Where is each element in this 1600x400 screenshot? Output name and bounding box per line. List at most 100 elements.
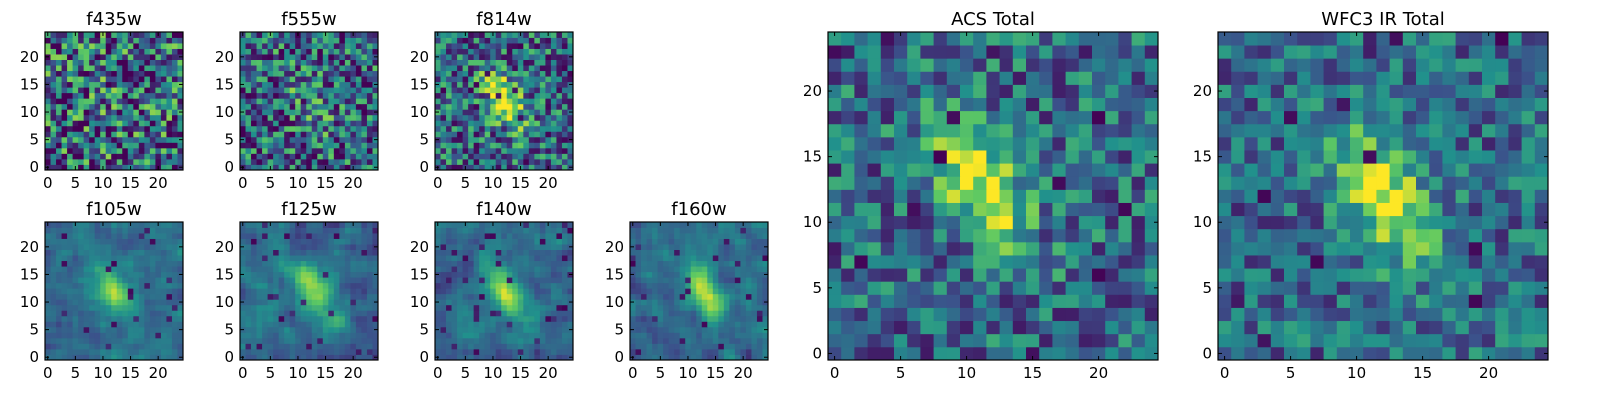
heatmap-cell [267,282,274,289]
heatmap-cell [641,288,647,295]
heatmap-cell [278,343,285,350]
heatmap-cell [111,136,118,143]
heatmap-cell [723,304,730,311]
heatmap-cell [1039,268,1053,282]
heatmap-cell [567,98,574,105]
heatmap-cell [144,136,151,143]
heatmap-cell [289,348,296,355]
heatmap-cell [245,103,252,110]
heatmap-cell [111,142,118,149]
heatmap-cell [652,288,658,295]
heatmap-cell [960,333,974,348]
heatmap-cell [490,332,497,339]
heatmap-cell [907,202,921,217]
heatmap-cell [83,76,90,83]
heatmap-cell [251,32,257,38]
heatmap-cell [539,54,546,60]
heatmap-cell [484,92,491,99]
heatmap-cell [105,277,112,284]
heatmap-cell [696,249,703,256]
heatmap-cell [138,238,145,245]
heatmap-cell [484,227,491,234]
heatmap-cell [267,255,274,262]
heatmap-cell [1065,281,1080,295]
heatmap-cell [506,332,513,339]
heatmap-cell [894,150,908,164]
heatmap-cell [333,65,340,72]
heatmap-cell [1092,294,1106,308]
heatmap-cell [122,92,129,99]
heatmap-cell [696,326,703,333]
heatmap-cell [679,227,686,234]
heatmap-cell [446,125,452,132]
heatmap-cell [501,222,508,228]
heatmap-cell [652,282,658,289]
heatmap-cell [138,343,145,350]
heatmap-cell [267,158,274,165]
heatmap-cell [674,282,681,289]
heatmap-cell [501,76,508,83]
heatmap-cell [473,244,480,250]
heatmap-cell [245,120,252,127]
heatmap-cell [534,282,541,289]
heatmap-cell [446,271,452,278]
heatmap-cell [311,65,318,72]
heatmap-cell [707,304,714,311]
heatmap-cell [718,348,725,355]
heatmap-cell [322,343,329,350]
heatmap-cell [267,142,274,149]
heatmap-cell [138,244,145,250]
heatmap-cell [723,332,730,339]
heatmap-cell [751,255,758,262]
heatmap-cell [177,348,184,355]
heatmap-cell [72,131,79,138]
heatmap-cell [322,304,329,311]
heatmap-cell [166,293,173,300]
heatmap-cell [446,136,452,143]
heatmap-cell [473,92,480,99]
heatmap-cell [166,282,173,289]
heatmap-cell [56,315,62,322]
heatmap-cell [734,277,741,284]
heatmap-cell [350,260,357,267]
heatmap-cell [133,142,140,149]
heatmap-cell [723,282,730,289]
heatmap-cell [646,348,653,355]
heatmap-cell [144,43,151,49]
heatmap-cell [451,233,458,239]
heatmap-cell [166,37,173,44]
heatmap-cell [867,150,882,164]
heatmap-cell [718,255,725,262]
heatmap-cell [495,233,502,239]
heatmap-cell [160,120,167,127]
heatmap-cell [89,227,96,234]
heatmap-cell [262,293,268,300]
heatmap-cell [328,81,335,88]
heatmap-cell [171,114,178,121]
heatmap-cell [355,315,362,322]
heatmap-cell [94,125,101,132]
heatmap-cell [273,288,280,295]
heatmap-cell [171,293,178,300]
heatmap-cell [506,59,513,66]
heatmap-cell [729,233,736,239]
heatmap-cell [468,54,475,60]
heatmap-cell [256,260,263,267]
heatmap-cell [1052,241,1066,256]
heatmap-cell [339,136,346,143]
heatmap-cell [61,43,68,49]
heatmap-cell [78,343,85,350]
heatmap-cell [127,326,134,333]
heatmap-cell [550,348,557,355]
heatmap-cell [105,153,112,160]
heatmap-cell [171,48,178,55]
heatmap-cell [729,315,736,322]
heatmap-cell [78,288,85,295]
heatmap-cell [451,304,458,311]
heatmap-cell [105,288,112,295]
heatmap-cell [567,227,574,234]
heatmap-cell [160,92,167,99]
heatmap-cell [539,238,546,245]
heatmap-cell [567,43,574,49]
heatmap-cell [56,233,62,239]
